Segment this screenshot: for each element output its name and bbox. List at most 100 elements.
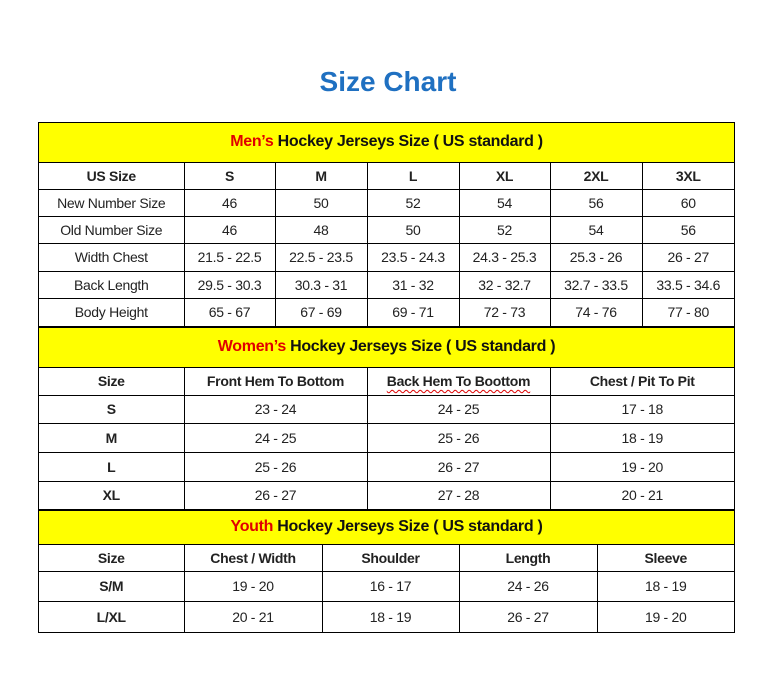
table-cell: 24.3 - 25.3 — [458, 242, 551, 272]
column-header-label: L — [408, 167, 418, 184]
table-cell: 26 - 27 — [641, 242, 734, 272]
column-header: Size — [39, 366, 185, 396]
column-header: XL — [458, 161, 551, 190]
table-cell: 19 - 20 — [549, 451, 735, 482]
table-row: New Number Size 46 50 52 54 56 60 — [39, 188, 734, 217]
column-header: Chest / Width — [183, 543, 323, 572]
column-header: Sleeve — [596, 543, 735, 572]
column-header-label: Front Hem To Bottom — [206, 373, 345, 389]
row-label: Back Length — [39, 270, 185, 299]
table-row: Width Chest 21.5 - 22.5 22.5 - 23.5 23.5 - … — [39, 242, 734, 272]
row-label: S — [39, 394, 185, 424]
table-row: M 24 - 25 25 - 26 18 - 19 — [39, 422, 735, 453]
table-row: XL 26 - 27 27 - 28 20 - 21 — [39, 480, 735, 510]
table-cell: 25.3 - 26 — [549, 242, 643, 272]
column-header-label: Chest / Width — [210, 549, 296, 566]
table-cell: 26 - 27 — [366, 451, 551, 482]
youth-heading: Hockey Jerseys Size ( US standard ) — [273, 518, 543, 535]
table-cell: 46 — [183, 215, 276, 244]
women-section-title: Women’s Hockey Jerseys Size ( US standar… — [39, 326, 735, 368]
column-header: 2XL — [549, 161, 643, 190]
column-header-label: M — [315, 167, 327, 184]
row-label: XL — [39, 480, 185, 510]
column-header-label: Back Hem To Boottom — [386, 373, 531, 389]
table-cell: 24 - 26 — [458, 570, 598, 602]
row-label: M — [39, 422, 185, 453]
table-cell: 25 - 26 — [366, 422, 551, 453]
table-cell: 21.5 - 22.5 — [183, 242, 276, 272]
column-header: S — [183, 161, 276, 190]
column-header: Chest / Pit To Pit — [549, 366, 735, 396]
men-column-header: US Size S M L XL 2XL 3XL — [39, 161, 734, 190]
row-label: New Number Size — [39, 188, 185, 217]
men-heading: Hockey Jerseys Size ( US standard ) — [273, 133, 543, 151]
youth-section-header: Youth Hockey Jerseys Size ( US standard … — [39, 509, 735, 545]
column-header-label: Shoulder — [361, 549, 420, 566]
column-header: Shoulder — [321, 543, 460, 572]
column-header: Length — [458, 543, 598, 572]
table-cell: 50 — [274, 188, 368, 217]
table-cell: 60 — [641, 188, 734, 217]
column-header-label: 2XL — [583, 167, 609, 184]
women-size-table: Women’s Hockey Jerseys Size ( US standar… — [39, 326, 735, 510]
table-cell: 31 - 32 — [366, 270, 460, 299]
table-cell: 69 - 71 — [366, 297, 460, 327]
youth-size-table: Youth Hockey Jerseys Size ( US standard … — [39, 509, 735, 633]
table-cell: 24 - 25 — [183, 422, 368, 453]
table-cell: 19 - 20 — [183, 570, 323, 602]
table-row: S 23 - 24 24 - 25 17 - 18 — [39, 394, 735, 424]
table-cell: 18 - 19 — [549, 422, 735, 453]
column-header: Front Hem To Bottom — [183, 366, 368, 396]
column-header-label: Length — [505, 549, 551, 566]
table-cell: 26 - 27 — [458, 600, 598, 633]
table-cell: 25 - 26 — [183, 451, 368, 482]
table-cell: 29.5 - 30.3 — [183, 270, 276, 299]
row-label: S/M — [39, 570, 185, 602]
table-cell: 22.5 - 23.5 — [274, 242, 368, 272]
column-header-label: Size — [97, 549, 125, 566]
table-cell: 33.5 - 34.6 — [641, 270, 734, 299]
column-header-label: 3XL — [675, 167, 701, 184]
row-label: L — [39, 451, 185, 482]
page-title: Size Chart — [319, 66, 457, 97]
table-cell: 32.7 - 33.5 — [549, 270, 643, 299]
column-header-label: Sleeve — [644, 549, 688, 566]
column-header-label: S — [224, 167, 235, 184]
table-cell: 74 - 76 — [549, 297, 643, 327]
table-cell: 56 — [549, 188, 643, 217]
table-cell: 23 - 24 — [183, 394, 368, 424]
column-header: Back Hem To Boottom — [366, 366, 551, 396]
column-header: US Size — [39, 161, 185, 190]
table-cell: 19 - 20 — [596, 600, 735, 633]
table-cell: 48 — [274, 215, 368, 244]
table-cell: 77 - 80 — [641, 297, 734, 327]
row-label: L/XL — [39, 600, 185, 633]
table-row: S/M 19 - 20 16 - 17 24 - 26 18 - 19 — [39, 570, 735, 602]
table-row: L/XL 20 - 21 18 - 19 26 - 27 19 - 20 — [39, 600, 735, 633]
column-header-label: Chest / Pit To Pit — [589, 373, 695, 389]
table-cell: 52 — [458, 215, 551, 244]
table-cell: 20 - 21 — [549, 480, 735, 510]
column-header: 3XL — [641, 161, 734, 190]
table-cell: 18 - 19 — [596, 570, 735, 602]
table-cell: 20 - 21 — [183, 600, 323, 633]
table-cell: 27 - 28 — [366, 480, 551, 510]
table-cell: 32 - 32.7 — [458, 270, 551, 299]
table-cell: 18 - 19 — [321, 600, 460, 633]
youth-column-header: Size Chest / Width Shoulder Length Sleeve — [39, 543, 735, 572]
table-cell: 16 - 17 — [321, 570, 460, 602]
table-cell: 52 — [366, 188, 460, 217]
table-cell: 46 — [183, 188, 276, 217]
table-cell: 67 - 69 — [274, 297, 368, 327]
youth-section-title: Youth Hockey Jerseys Size ( US standard … — [39, 509, 735, 545]
column-header: M — [274, 161, 368, 190]
table-row: L 25 - 26 26 - 27 19 - 20 — [39, 451, 735, 482]
men-section-title: Men’s Hockey Jerseys Size ( US standard … — [39, 123, 734, 163]
table-cell: 56 — [641, 215, 734, 244]
table-cell: 65 - 67 — [183, 297, 276, 327]
table-cell: 26 - 27 — [183, 480, 368, 510]
row-label: Old Number Size — [39, 215, 185, 244]
women-column-header: Size Front Hem To Bottom Back Hem To Boott… — [39, 366, 735, 396]
column-header: Size — [39, 543, 185, 572]
table-cell: 17 - 18 — [549, 394, 735, 424]
